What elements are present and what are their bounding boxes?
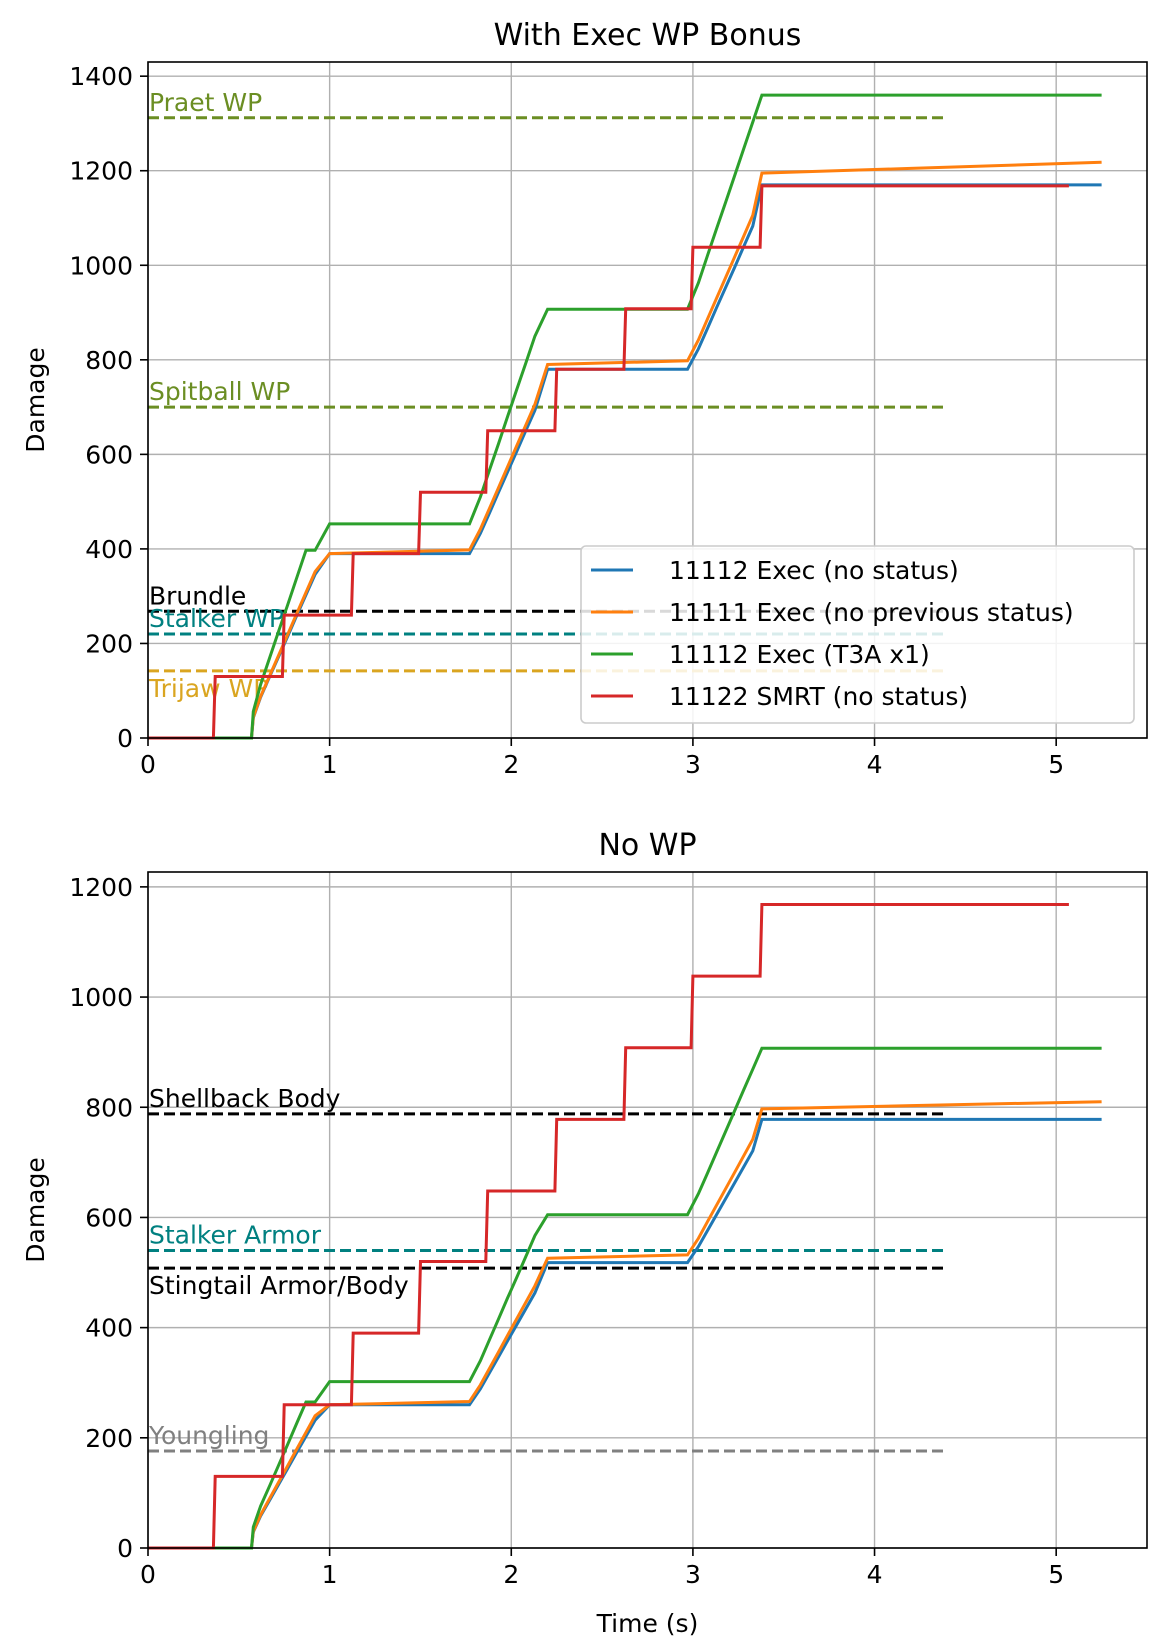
- y-tick-label: 1000: [69, 983, 133, 1012]
- y-tick-label: 800: [85, 1093, 133, 1122]
- legend-box: [580, 545, 1135, 724]
- x-tick-label: 2: [503, 1560, 519, 1589]
- y-tick-label: 1200: [69, 157, 133, 186]
- chart-title: No WP: [598, 828, 696, 863]
- x-tick-label: 2: [503, 750, 519, 779]
- y-tick-label: 1400: [69, 62, 133, 91]
- reference-label: Stalker Armor: [149, 1220, 322, 1249]
- axes-frame: [147, 61, 1148, 739]
- legend-label: 11112 Exec (no status): [669, 556, 959, 585]
- reference-label: Brundle: [149, 581, 246, 610]
- legend-label: 11122 SMRT (no status): [669, 682, 968, 711]
- reference-label: Trijaw WP: [148, 674, 268, 703]
- series-line: [148, 160, 1102, 740]
- y-axis-label: Damage: [21, 1157, 50, 1263]
- series-line: [148, 903, 1069, 1550]
- y-tick-label: 400: [85, 1314, 133, 1343]
- y-tick-label: 800: [85, 346, 133, 375]
- x-tick-label: 1: [322, 750, 338, 779]
- x-tick-label: 4: [867, 750, 883, 779]
- y-tick-label: 200: [85, 1424, 133, 1453]
- legend-label: 11111 Exec (no previous status): [669, 598, 1074, 627]
- x-tick-label: 5: [1048, 750, 1064, 779]
- y-axis-label: Damage: [21, 347, 50, 453]
- reference-label: Shellback Body: [149, 1084, 341, 1113]
- y-tick-label: 400: [85, 535, 133, 564]
- x-tick-label: 0: [140, 1560, 156, 1589]
- legend-label: 11112 Exec (T3A x1): [669, 640, 930, 669]
- y-tick-label: 200: [85, 629, 133, 658]
- x-tick-label: 3: [685, 750, 701, 779]
- y-tick-label: 0: [117, 1534, 133, 1563]
- series-line: [148, 1117, 1102, 1550]
- x-tick-label: 3: [685, 1560, 701, 1589]
- x-tick-label: 5: [1048, 1560, 1064, 1589]
- reference-label: Youngling: [148, 1421, 269, 1450]
- reference-label: Praet WP: [149, 88, 262, 117]
- y-tick-label: 1200: [69, 873, 133, 902]
- y-tick-label: 600: [85, 1203, 133, 1232]
- y-tick-label: 1000: [69, 251, 133, 280]
- chart-title: With Exec WP Bonus: [494, 18, 802, 53]
- series-line: [148, 1100, 1102, 1550]
- axes-frame: [147, 871, 1148, 1549]
- y-tick-label: 0: [117, 724, 133, 753]
- x-axis-label: Time (s): [596, 1609, 699, 1638]
- series-line: [148, 184, 1069, 740]
- reference-label: Stalker WP: [149, 604, 284, 633]
- x-tick-label: 1: [322, 1560, 338, 1589]
- x-tick-label: 0: [140, 750, 156, 779]
- series-line: [148, 1046, 1102, 1550]
- x-tick-label: 4: [867, 1560, 883, 1589]
- y-tick-label: 600: [85, 440, 133, 469]
- reference-label: Stingtail Armor/Body: [149, 1271, 409, 1300]
- reference-label: Spitball WP: [149, 377, 290, 406]
